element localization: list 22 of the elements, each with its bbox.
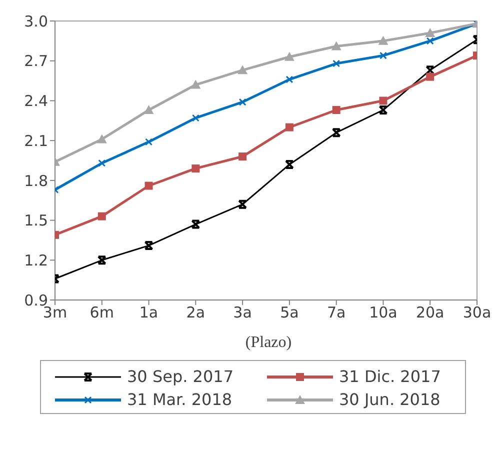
- x-tick-label: 10a: [369, 304, 398, 322]
- x-tick-label: 6m: [90, 304, 114, 322]
- y-tick-label: 0.9: [24, 291, 48, 310]
- y-tick-label: 2.4: [24, 92, 48, 110]
- y-tick-label: 1.8: [24, 172, 48, 190]
- x-tick-label: 1a: [139, 304, 158, 322]
- legend-label: 30 Jun. 2018: [339, 390, 440, 409]
- legend-label: 30 Sep. 2017: [127, 367, 234, 386]
- y-tick-label: 3.0: [24, 12, 48, 30]
- x-tick-label: 2a: [186, 304, 206, 322]
- x-tick-label: 30a: [462, 304, 492, 322]
- y-tick-label: 1.5: [24, 212, 48, 230]
- x-tick-label: 3a: [233, 304, 252, 322]
- y-tick-label: 2.7: [24, 52, 48, 70]
- x-axis-title: (Plazo): [244, 334, 293, 352]
- legend-label: 31 Dic. 2017: [339, 367, 441, 386]
- x-tick-label: 5a: [280, 304, 299, 322]
- x-tick-label: 20a: [416, 304, 444, 322]
- x-tick-label: 7a: [326, 304, 346, 322]
- y-tick-label: 2.1: [24, 132, 48, 150]
- legend-label: 31 Mar. 2018: [127, 390, 232, 409]
- y-tick-label: 1.2: [24, 251, 48, 270]
